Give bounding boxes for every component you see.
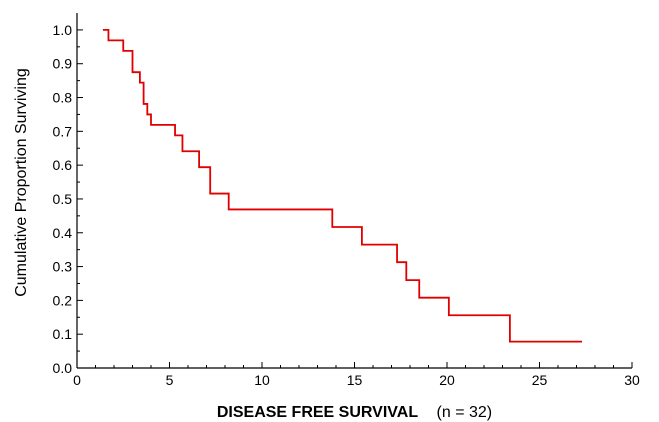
- x-axis-title-main: DISEASE FREE SURVIVAL: [217, 404, 418, 421]
- x-tick-label: 10: [254, 372, 270, 388]
- y-tick-label: 1.0: [53, 22, 73, 38]
- x-tick-label: 20: [439, 372, 455, 388]
- y-tick-label: 0.9: [53, 56, 73, 72]
- y-tick-label: 0.4: [53, 225, 73, 241]
- x-tick-label: 25: [532, 372, 548, 388]
- y-tick-label: 0.8: [53, 90, 73, 106]
- y-tick-label: 0.0: [53, 360, 73, 376]
- y-tick-label: 0.2: [53, 292, 73, 308]
- y-tick-label: 0.1: [53, 326, 73, 342]
- x-tick-label: 30: [624, 372, 640, 388]
- x-axis-title: DISEASE FREE SURVIVAL (n = 32): [217, 404, 492, 421]
- y-tick-label: 0.5: [53, 191, 73, 207]
- series-layer: [102, 29, 583, 343]
- x-tick-label: 15: [347, 372, 363, 388]
- x-axis-title-note: (n = 32): [437, 404, 493, 421]
- y-tick-label: 0.3: [53, 259, 73, 275]
- survival-step-line: [102, 29, 583, 343]
- x-tick-label: 5: [166, 372, 174, 388]
- y-tick-label: 0.7: [53, 123, 73, 139]
- x-tick-label: 0: [73, 372, 81, 388]
- axes: 0 5 10 15 20 25 30 0.0 0.1 0.2 0.3 0.4 0.5 0.6 0.7 0.8 0…: [53, 13, 640, 388]
- y-tick-label: 0.6: [53, 157, 73, 173]
- y-axis-title: Cumulative Proportion Surviving: [13, 68, 30, 297]
